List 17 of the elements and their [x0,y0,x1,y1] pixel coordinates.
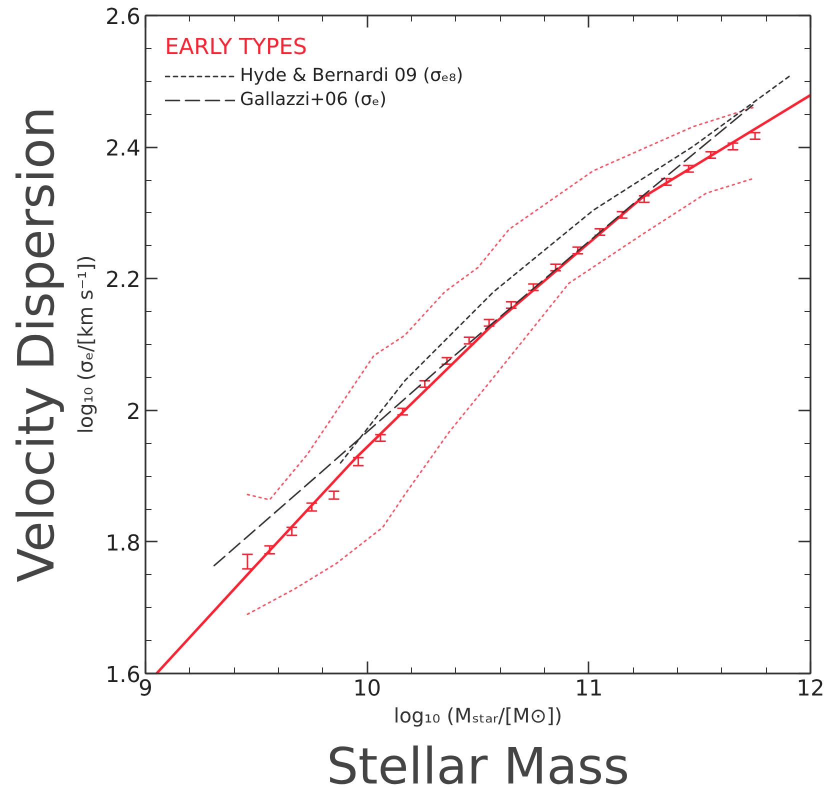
y-tick-label: 2.4 [106,136,141,162]
text: Velocity Dispersion [8,106,66,582]
legend-label: Gallazzi+06 (σₑ) [240,89,387,110]
x-tick-label: 10 [353,676,382,702]
y-tick-label: 2 [126,400,141,425]
y-tick-label: 2.6 [106,5,141,30]
x-tick-label: 11 [574,676,603,702]
y-tick-label: 1.6 [106,663,141,688]
x-axis-title: log₁₀ (Mₛₜₐᵣ/[M⊙]) [394,704,562,728]
text: Stellar Mass [326,738,630,796]
x-tick-label: 12 [796,676,825,702]
y-axis-title: log₁₀ (σₑ/[km s⁻¹]) [74,255,98,434]
y-tick-label: 1.8 [106,531,141,556]
y-tick-label: 2.2 [106,268,141,294]
legend-title: EARLY TYPES [165,35,308,60]
x-tick-label: 9 [138,676,152,702]
legend-label: Hyde & Bernardi 09 (σₑ₈) [240,65,464,86]
